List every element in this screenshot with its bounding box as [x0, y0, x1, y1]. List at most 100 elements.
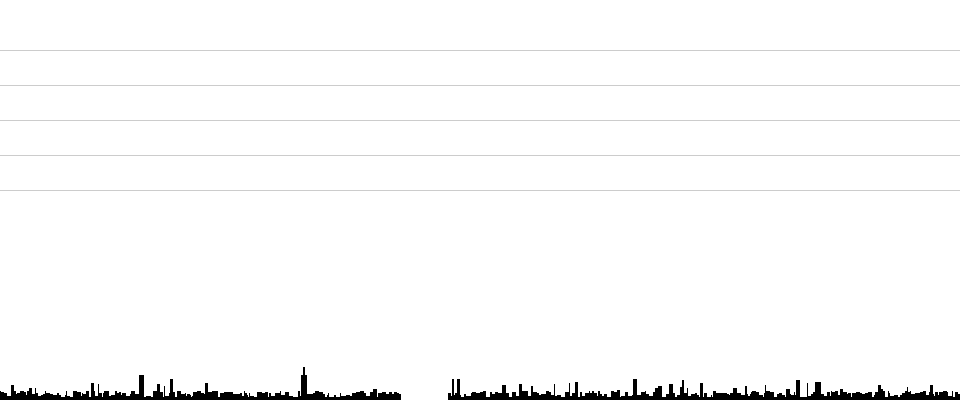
skyline-building: [953, 397, 955, 400]
skyline-building: [360, 391, 364, 400]
skyline-tower: [457, 379, 460, 400]
skyline-building: [590, 393, 592, 400]
skyline-building: [766, 391, 770, 400]
skyline-building: [224, 392, 228, 400]
skyline-building: [392, 394, 394, 400]
skyline-building: [889, 393, 890, 400]
skyline-building: [600, 394, 601, 400]
skyline-building: [109, 396, 111, 400]
skyline-building: [516, 396, 519, 400]
skyline-building: [149, 396, 151, 400]
skyline-building: [838, 395, 840, 400]
skyline-building: [902, 393, 905, 400]
skyline-building: [525, 391, 528, 400]
skyline-building: [59, 395, 61, 400]
skyline-building: [91, 383, 94, 400]
skyline-building: [352, 393, 356, 400]
skyline-building: [378, 393, 382, 400]
skyline-building: [2, 392, 4, 400]
skyline-building: [926, 395, 929, 400]
skyline-building: [614, 392, 617, 400]
skyline-building: [852, 393, 856, 400]
skyline-building: [679, 395, 680, 400]
skyline-building: [315, 391, 319, 400]
skyline-building: [733, 388, 737, 400]
skyline-building: [790, 394, 791, 400]
skyline-building: [509, 397, 512, 400]
skyline-building: [307, 394, 310, 400]
skyline-building: [14, 391, 16, 400]
skyline-building: [597, 396, 598, 400]
skyline-building: [1, 392, 2, 400]
skyline-building: [119, 392, 121, 400]
skyline-building: [280, 391, 281, 400]
skyline-building: [883, 391, 885, 400]
skyline-building: [45, 391, 46, 400]
skyline-building: [462, 397, 464, 400]
rule-line: [0, 85, 960, 86]
skyline-building: [454, 395, 455, 400]
skyline-building: [32, 394, 35, 400]
skyline-building: [580, 392, 582, 400]
skyline-building: [24, 392, 26, 400]
skyline-building: [856, 392, 860, 400]
skyline-building: [894, 395, 898, 400]
skyline-building: [104, 391, 105, 400]
skyline-building: [557, 395, 561, 400]
skyline-building: [276, 393, 280, 400]
skyline-building: [26, 395, 27, 400]
skyline-building: [519, 384, 522, 400]
skyline-left-segment: [0, 367, 401, 400]
skyline-building: [377, 397, 378, 400]
skyline-building: [782, 395, 785, 400]
skyline-building: [777, 394, 779, 400]
skyline-building: [89, 397, 91, 400]
skyline-building: [46, 393, 50, 400]
skyline-building: [729, 395, 730, 400]
skyline-building: [38, 396, 41, 400]
skyline-building: [103, 393, 104, 400]
skyline-building: [111, 395, 115, 400]
skyline-building: [688, 396, 691, 400]
skyline-tower: [815, 382, 821, 400]
skyline-building: [268, 397, 269, 400]
skyline-building: [958, 394, 960, 400]
skyline-building: [229, 392, 233, 400]
skyline-building: [556, 396, 557, 400]
skyline-building: [531, 386, 533, 400]
skyline-building: [918, 393, 920, 400]
skyline-building: [289, 396, 293, 400]
skyline-building: [641, 392, 645, 400]
skyline-building: [330, 397, 334, 400]
skyline-building: [572, 393, 576, 400]
skyline-building: [476, 393, 480, 400]
skyline-building: [461, 397, 462, 400]
skyline-tower: [452, 379, 454, 400]
skyline-building: [265, 392, 268, 400]
skyline-building: [803, 397, 807, 400]
skyline-building: [328, 393, 329, 400]
skyline-building: [94, 391, 95, 400]
skyline-building: [824, 396, 827, 400]
skyline-building: [448, 393, 451, 400]
skyline-building: [533, 392, 537, 400]
skyline-building: [653, 392, 655, 400]
skyline-building: [875, 392, 878, 400]
skyline-building: [890, 396, 894, 400]
skyline-building: [908, 392, 910, 400]
skyline-building: [750, 394, 751, 400]
skyline-building: [747, 394, 748, 400]
skyline-building: [752, 391, 756, 400]
skyline-building: [704, 393, 707, 400]
skyline-building: [598, 391, 600, 400]
skyline-building: [862, 394, 865, 400]
skyline-building: [589, 391, 590, 400]
skyline-building: [165, 396, 169, 400]
skyline-building: [81, 396, 82, 400]
skyline-building: [181, 394, 185, 400]
skyline-building: [218, 397, 220, 400]
skyline-building: [617, 390, 620, 400]
skyline-building: [872, 397, 874, 400]
skyline-building: [687, 388, 688, 400]
skyline-building: [561, 397, 565, 400]
